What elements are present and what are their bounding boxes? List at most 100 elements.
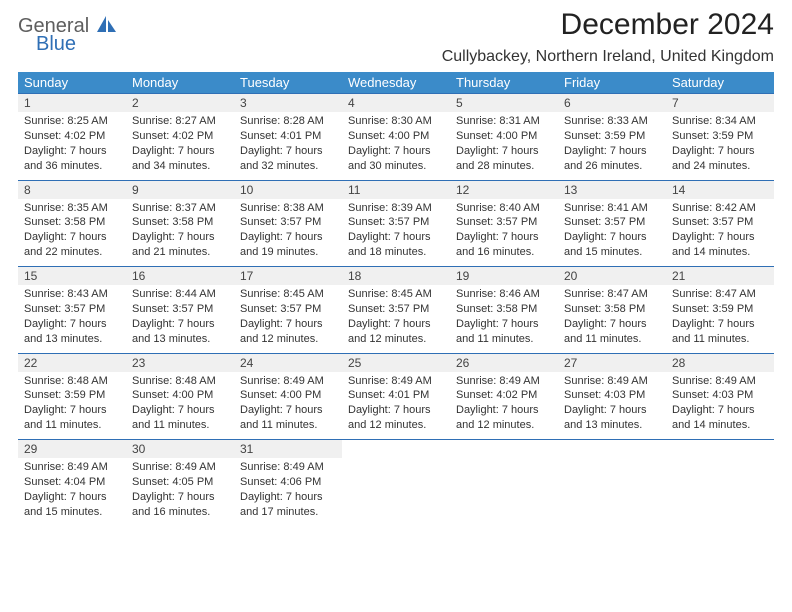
sunset-text: Sunset: 4:00 PM: [132, 388, 228, 403]
sunrise-text: Sunrise: 8:45 AM: [348, 287, 444, 302]
calendar-table: SundayMondayTuesdayWednesdayThursdayFrid…: [18, 72, 774, 526]
day-content-cell: Sunrise: 8:41 AMSunset: 3:57 PMDaylight:…: [558, 199, 666, 267]
daylight-text: Daylight: 7 hours and 11 minutes.: [240, 403, 336, 433]
sunrise-text: Sunrise: 8:49 AM: [240, 460, 336, 475]
sunset-text: Sunset: 4:01 PM: [240, 129, 336, 144]
sunrise-text: Sunrise: 8:39 AM: [348, 201, 444, 216]
sunset-text: Sunset: 3:59 PM: [24, 388, 120, 403]
day-number-cell: 27: [558, 353, 666, 372]
day-content-cell: [558, 458, 666, 526]
day-content-cell: Sunrise: 8:45 AMSunset: 3:57 PMDaylight:…: [234, 285, 342, 353]
sunset-text: Sunset: 3:57 PM: [132, 302, 228, 317]
day-number-cell: 23: [126, 353, 234, 372]
sunrise-text: Sunrise: 8:27 AM: [132, 114, 228, 129]
day-content-cell: Sunrise: 8:49 AMSunset: 4:06 PMDaylight:…: [234, 458, 342, 526]
day-content-cell: Sunrise: 8:25 AMSunset: 4:02 PMDaylight:…: [18, 112, 126, 180]
header: General Blue December 2024 Cullybackey, …: [18, 8, 774, 66]
weekday-header: Thursday: [450, 72, 558, 94]
day-content-cell: [450, 458, 558, 526]
sunrise-text: Sunrise: 8:37 AM: [132, 201, 228, 216]
day-number-cell: 20: [558, 267, 666, 286]
daylight-text: Daylight: 7 hours and 12 minutes.: [348, 317, 444, 347]
sunrise-text: Sunrise: 8:46 AM: [456, 287, 552, 302]
day-content-cell: Sunrise: 8:48 AMSunset: 3:59 PMDaylight:…: [18, 372, 126, 440]
sunrise-text: Sunrise: 8:41 AM: [564, 201, 660, 216]
sunrise-text: Sunrise: 8:35 AM: [24, 201, 120, 216]
sunset-text: Sunset: 3:57 PM: [348, 302, 444, 317]
sunrise-text: Sunrise: 8:28 AM: [240, 114, 336, 129]
weekday-header: Tuesday: [234, 72, 342, 94]
day-number-cell: 26: [450, 353, 558, 372]
day-content-cell: Sunrise: 8:49 AMSunset: 4:05 PMDaylight:…: [126, 458, 234, 526]
sunset-text: Sunset: 3:58 PM: [24, 215, 120, 230]
sunrise-text: Sunrise: 8:47 AM: [672, 287, 768, 302]
daylight-text: Daylight: 7 hours and 18 minutes.: [348, 230, 444, 260]
sunset-text: Sunset: 4:06 PM: [240, 475, 336, 490]
sunset-text: Sunset: 4:00 PM: [348, 129, 444, 144]
sunrise-text: Sunrise: 8:48 AM: [24, 374, 120, 389]
day-number-cell: [558, 440, 666, 459]
daylight-text: Daylight: 7 hours and 28 minutes.: [456, 144, 552, 174]
day-number-cell: 25: [342, 353, 450, 372]
weekday-header: Saturday: [666, 72, 774, 94]
day-content-cell: Sunrise: 8:49 AMSunset: 4:03 PMDaylight:…: [558, 372, 666, 440]
daylight-text: Daylight: 7 hours and 12 minutes.: [348, 403, 444, 433]
calendar-head: SundayMondayTuesdayWednesdayThursdayFrid…: [18, 72, 774, 94]
sunrise-text: Sunrise: 8:48 AM: [132, 374, 228, 389]
daylight-text: Daylight: 7 hours and 13 minutes.: [564, 403, 660, 433]
sunset-text: Sunset: 3:57 PM: [456, 215, 552, 230]
logo-text: General Blue: [18, 16, 117, 54]
sunset-text: Sunset: 3:57 PM: [564, 215, 660, 230]
day-content-cell: Sunrise: 8:39 AMSunset: 3:57 PMDaylight:…: [342, 199, 450, 267]
page-title: December 2024: [442, 8, 774, 42]
day-number-cell: 17: [234, 267, 342, 286]
sunrise-text: Sunrise: 8:43 AM: [24, 287, 120, 302]
day-content-cell: Sunrise: 8:49 AMSunset: 4:04 PMDaylight:…: [18, 458, 126, 526]
sunset-text: Sunset: 4:00 PM: [240, 388, 336, 403]
daylight-text: Daylight: 7 hours and 11 minutes.: [672, 317, 768, 347]
day-content-cell: Sunrise: 8:35 AMSunset: 3:58 PMDaylight:…: [18, 199, 126, 267]
day-content-cell: Sunrise: 8:47 AMSunset: 3:58 PMDaylight:…: [558, 285, 666, 353]
daylight-text: Daylight: 7 hours and 12 minutes.: [240, 317, 336, 347]
day-number-cell: 4: [342, 94, 450, 113]
sunrise-text: Sunrise: 8:25 AM: [24, 114, 120, 129]
day-content-cell: Sunrise: 8:49 AMSunset: 4:02 PMDaylight:…: [450, 372, 558, 440]
sunset-text: Sunset: 3:57 PM: [348, 215, 444, 230]
sunset-text: Sunset: 3:59 PM: [564, 129, 660, 144]
daylight-text: Daylight: 7 hours and 24 minutes.: [672, 144, 768, 174]
day-number-cell: 31: [234, 440, 342, 459]
sunset-text: Sunset: 4:01 PM: [348, 388, 444, 403]
sunset-text: Sunset: 4:03 PM: [564, 388, 660, 403]
sunset-text: Sunset: 4:03 PM: [672, 388, 768, 403]
day-number-cell: 11: [342, 180, 450, 199]
day-number-cell: 2: [126, 94, 234, 113]
sunset-text: Sunset: 4:02 PM: [24, 129, 120, 144]
day-number-cell: 3: [234, 94, 342, 113]
day-number-cell: 8: [18, 180, 126, 199]
day-content-cell: Sunrise: 8:31 AMSunset: 4:00 PMDaylight:…: [450, 112, 558, 180]
logo-sail-icon: [97, 15, 117, 37]
day-number-cell: 28: [666, 353, 774, 372]
day-number-cell: 15: [18, 267, 126, 286]
day-content-cell: Sunrise: 8:49 AMSunset: 4:01 PMDaylight:…: [342, 372, 450, 440]
weekday-header: Friday: [558, 72, 666, 94]
sunrise-text: Sunrise: 8:49 AM: [672, 374, 768, 389]
daylight-text: Daylight: 7 hours and 11 minutes.: [456, 317, 552, 347]
sunset-text: Sunset: 3:58 PM: [132, 215, 228, 230]
sunrise-text: Sunrise: 8:49 AM: [24, 460, 120, 475]
title-block: December 2024 Cullybackey, Northern Irel…: [442, 8, 774, 66]
sunset-text: Sunset: 3:57 PM: [240, 302, 336, 317]
sunset-text: Sunset: 3:57 PM: [672, 215, 768, 230]
daylight-text: Daylight: 7 hours and 11 minutes.: [132, 403, 228, 433]
sunrise-text: Sunrise: 8:45 AM: [240, 287, 336, 302]
daylight-text: Daylight: 7 hours and 21 minutes.: [132, 230, 228, 260]
day-content-cell: [666, 458, 774, 526]
sunset-text: Sunset: 3:59 PM: [672, 302, 768, 317]
sunrise-text: Sunrise: 8:49 AM: [456, 374, 552, 389]
sunrise-text: Sunrise: 8:49 AM: [564, 374, 660, 389]
daylight-text: Daylight: 7 hours and 11 minutes.: [564, 317, 660, 347]
day-number-cell: 24: [234, 353, 342, 372]
daylight-text: Daylight: 7 hours and 14 minutes.: [672, 403, 768, 433]
daylight-text: Daylight: 7 hours and 17 minutes.: [240, 490, 336, 520]
location: Cullybackey, Northern Ireland, United Ki…: [442, 48, 774, 66]
